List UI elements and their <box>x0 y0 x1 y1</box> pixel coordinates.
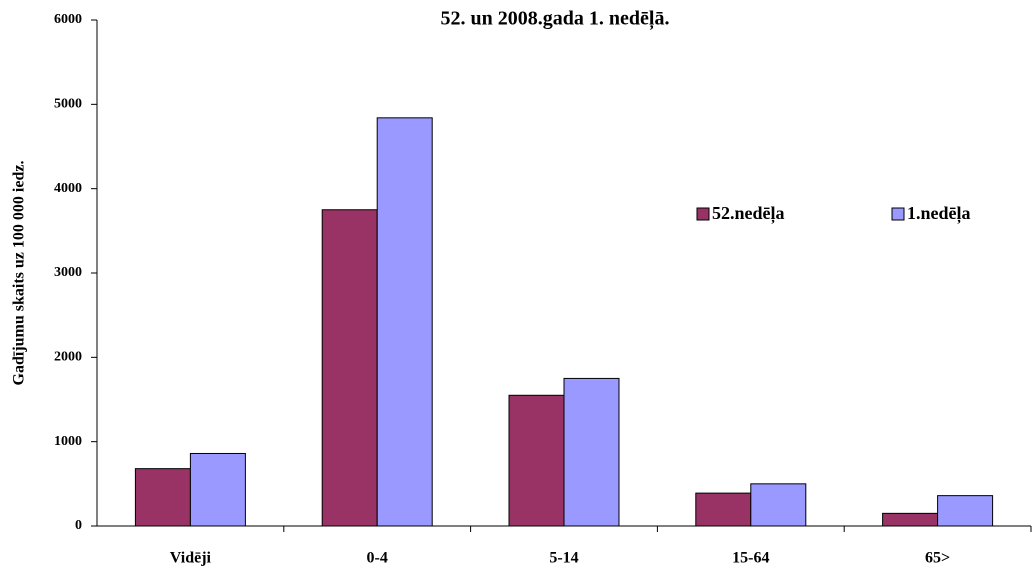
bar <box>750 483 807 527</box>
legend-swatch <box>696 207 710 221</box>
x-tick-label: 5-14 <box>549 550 578 567</box>
legend-label: 1.nedēļa <box>907 203 971 224</box>
bar <box>376 117 433 527</box>
x-tick-label: 65> <box>925 550 950 567</box>
y-tick-label: 4000 <box>54 181 82 196</box>
x-tick-label: 15-64 <box>732 550 769 567</box>
bar <box>508 394 565 527</box>
bar <box>695 492 752 527</box>
bar <box>563 377 620 527</box>
bar <box>189 452 246 527</box>
legend-label: 52.nedēļa <box>712 203 785 224</box>
legend-swatch <box>891 207 905 221</box>
y-tick-label: 3000 <box>54 265 82 280</box>
bar <box>134 468 191 527</box>
y-tick-label: 2000 <box>54 350 82 365</box>
x-tick-label: Vidēji <box>170 550 212 567</box>
chart-title: 52. un 2008.gada 1. nedēļā. <box>441 8 670 31</box>
bar <box>937 495 994 527</box>
bar <box>321 209 378 527</box>
y-tick-label: 0 <box>75 518 82 533</box>
x-tick-label: 0-4 <box>367 550 388 567</box>
y-tick-label: 1000 <box>54 434 82 449</box>
bar <box>882 512 939 527</box>
y-tick-label: 5000 <box>54 97 82 112</box>
y-tick-label: 6000 <box>54 12 82 27</box>
y-axis-label: Gadījumu skaits uz 100 000 iedz. <box>11 161 28 386</box>
